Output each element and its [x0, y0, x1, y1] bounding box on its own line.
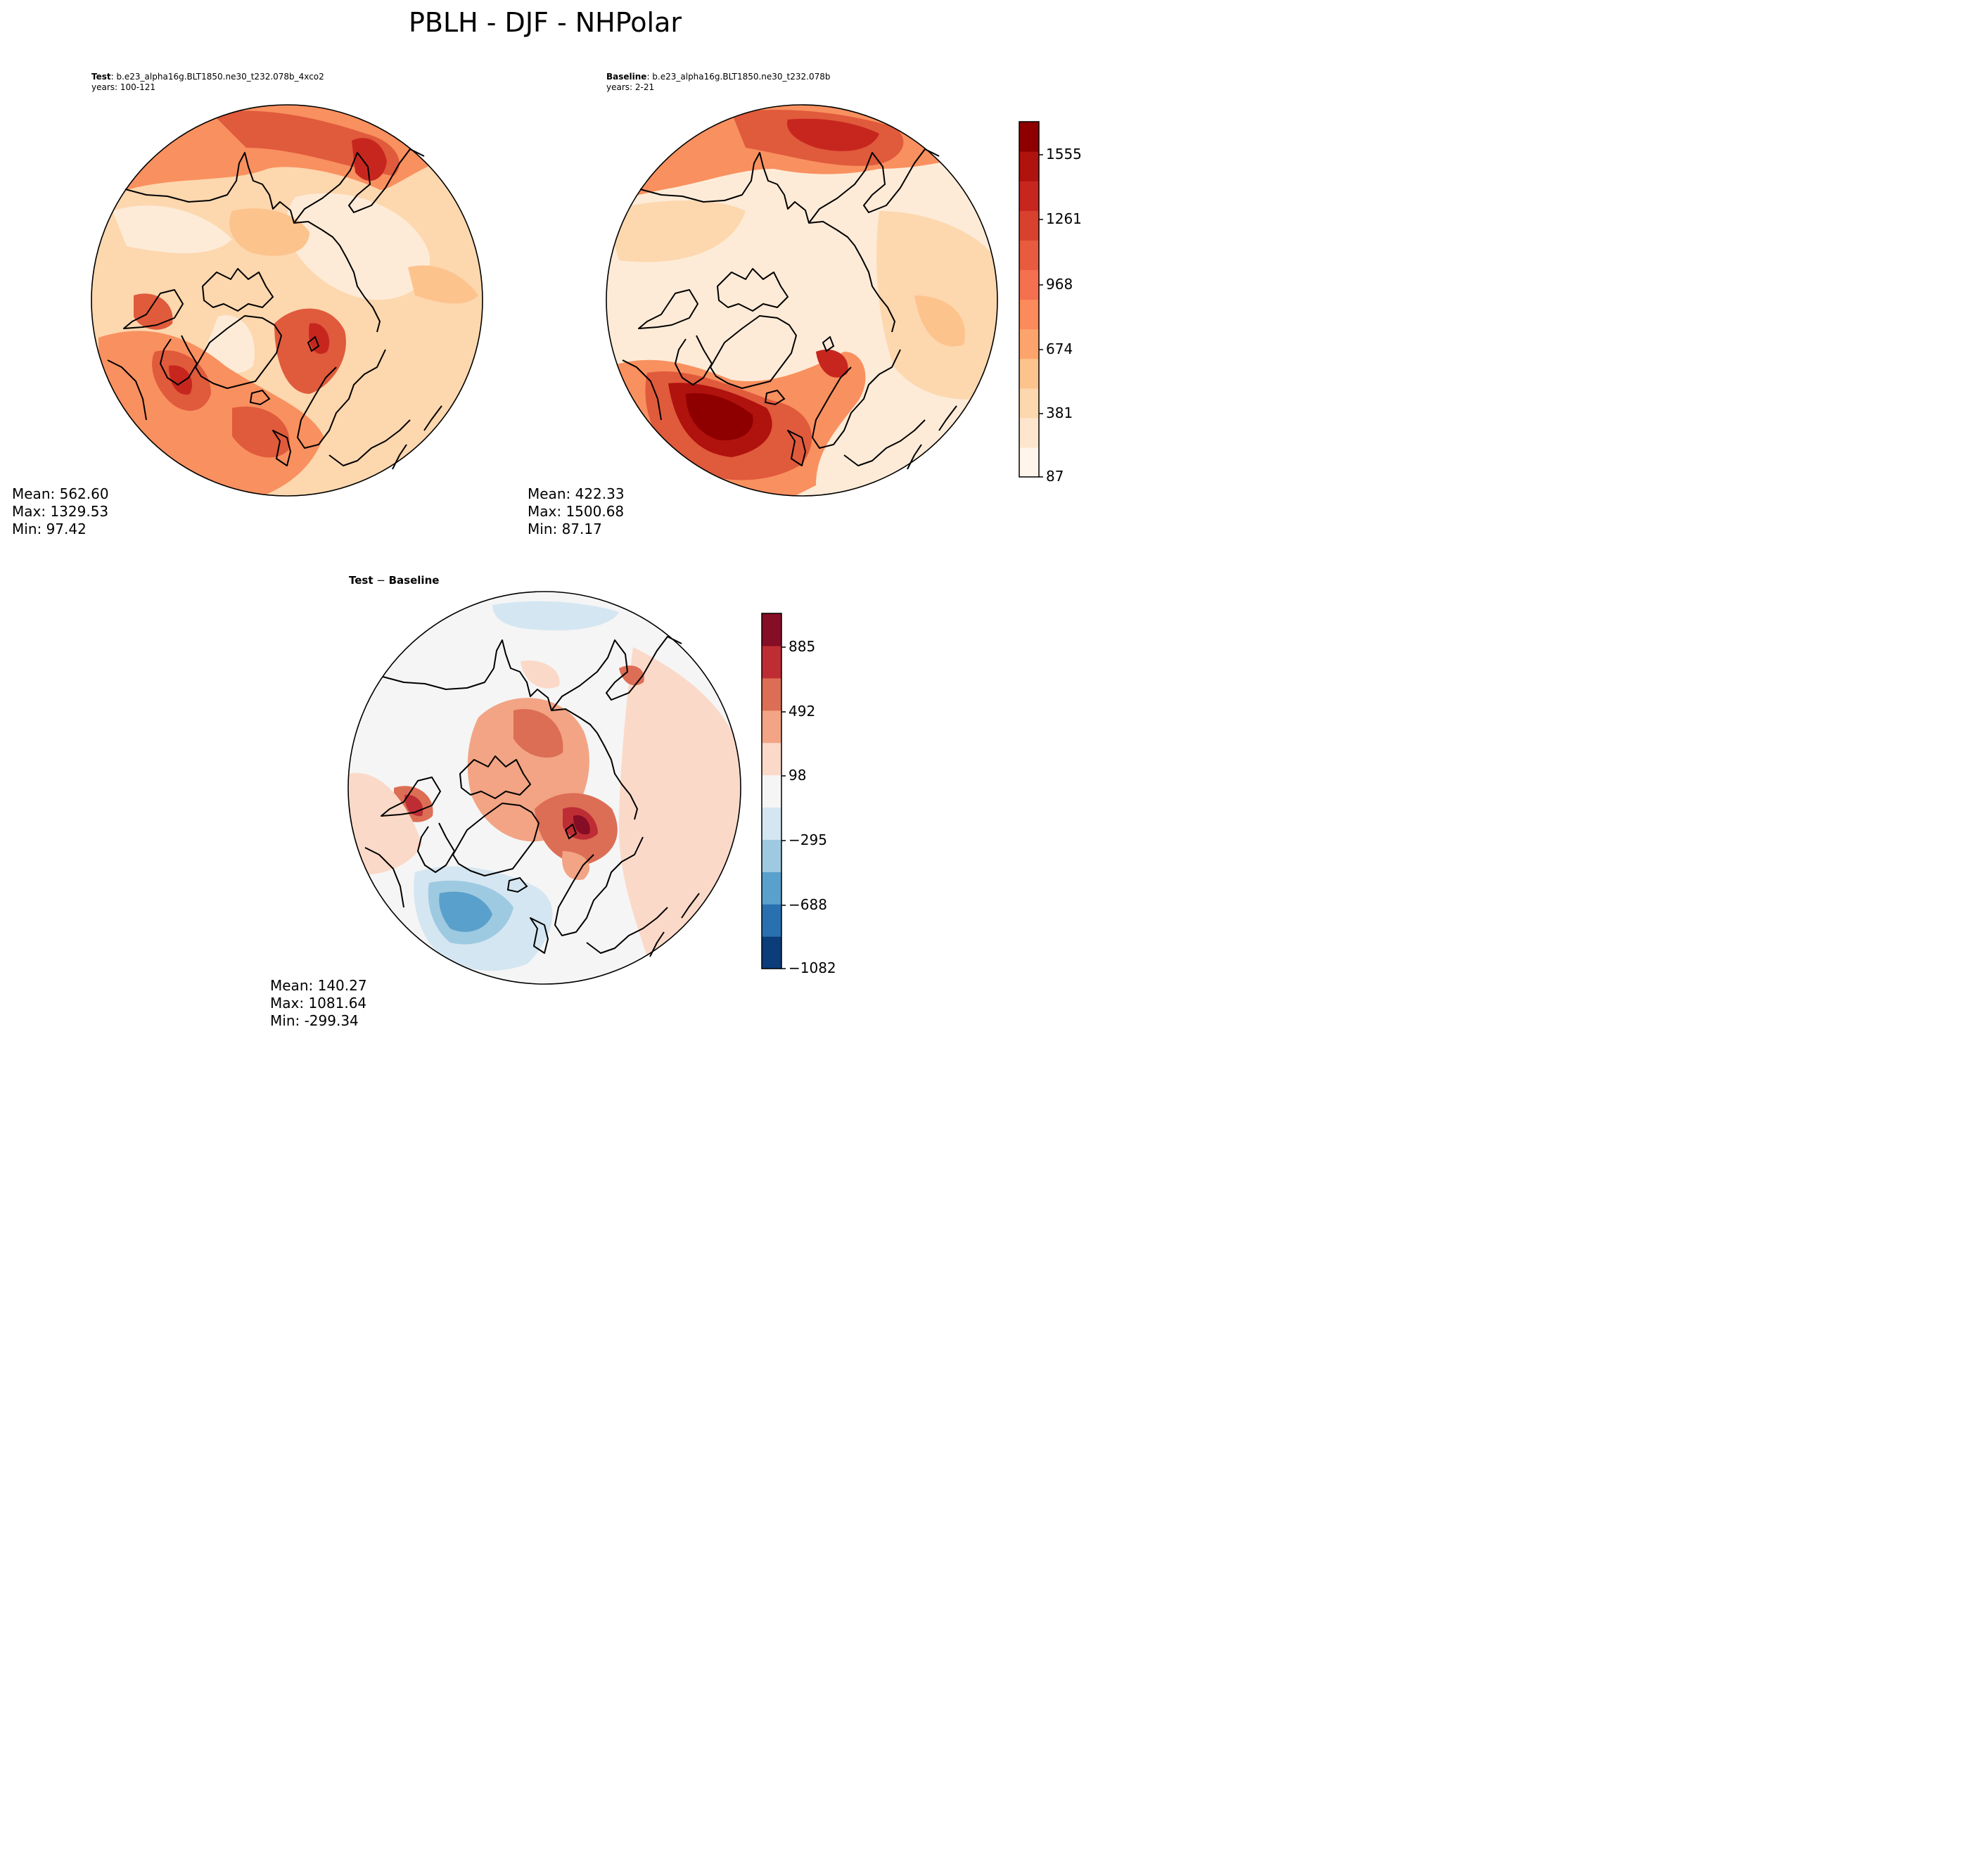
baseline-mean: Mean: 422.33 [528, 485, 625, 502]
colorbar-difference-tick-label: 98 [789, 767, 807, 784]
test-mean: Mean: 562.60 [12, 485, 109, 502]
test-case-name: : b.e23_alpha16g.BLT1850.ne30_t232.078b_… [110, 72, 324, 82]
colorbar-difference-swatch [762, 677, 781, 711]
baseline-min: Min: 87.17 [528, 521, 602, 537]
diff-map [347, 591, 741, 985]
colorbar-absolute-tick-label: 381 [1046, 404, 1073, 421]
diff-map-boundary [347, 591, 741, 985]
diff-min: Min: -299.34 [270, 1012, 359, 1029]
colorbar-difference-swatch [762, 904, 781, 937]
test-max: Max: 1329.53 [12, 503, 109, 520]
colorbar-difference-border [761, 613, 782, 969]
colorbar-absolute-swatch [1019, 358, 1039, 389]
colorbar-absolute-border [1019, 121, 1040, 478]
colorbar-difference-swatch [762, 936, 781, 969]
colorbar-difference-tick-label: 492 [789, 703, 816, 720]
figure-title: PBLH - DJF - NHPolar [408, 7, 682, 38]
colorbar-absolute-swatch [1019, 181, 1039, 211]
diff-label-test: Test [349, 574, 374, 587]
test-panel-caption: Test: b.e23_alpha16g.BLT1850.ne30_t232.0… [91, 72, 324, 93]
baseline-case-name: : b.e23_alpha16g.BLT1850.ne30_t232.078b [646, 72, 831, 82]
test-map [91, 104, 483, 497]
diff-max: Max: 1081.64 [270, 995, 367, 1012]
colorbar-absolute-tick-label: 87 [1046, 468, 1064, 485]
colorbar-absolute-swatch [1019, 122, 1039, 152]
colorbar-absolute-tick-label: 968 [1046, 276, 1073, 293]
colorbar-difference-swatch [762, 807, 781, 840]
colorbar-difference-swatch [762, 774, 781, 808]
colorbar-absolute-swatch [1019, 210, 1039, 241]
colorbar-absolute-tick-label: 1555 [1046, 146, 1082, 162]
colorbar-difference-tick-label: 885 [789, 638, 816, 655]
diff-mean: Mean: 140.27 [270, 977, 367, 994]
colorbar-absolute [1019, 121, 1043, 478]
colorbar-difference-swatch [762, 872, 781, 905]
baseline-max: Max: 1500.68 [528, 503, 625, 520]
colorbar-difference-swatch [762, 645, 781, 679]
colorbar-absolute-tick-label: 1261 [1046, 210, 1082, 227]
test-label: Test [91, 72, 111, 82]
diff-label-baseline: Baseline [388, 574, 440, 587]
baseline-panel-caption: Baseline: b.e23_alpha16g.BLT1850.ne30_t2… [606, 72, 831, 93]
test-map-boundary [91, 104, 483, 497]
colorbar-absolute-swatch [1019, 299, 1039, 330]
baseline-years: years: 2-21 [606, 82, 655, 92]
baseline-stats: Mean: 422.33 Max: 1500.68 Min: 87.17 [528, 485, 625, 538]
colorbar-absolute-swatch [1019, 151, 1039, 181]
test-min: Min: 97.42 [12, 521, 87, 537]
colorbar-absolute-tick-label: 674 [1046, 340, 1073, 357]
colorbar-difference-tick-label: −1082 [789, 959, 836, 976]
colorbar-absolute-swatch [1019, 240, 1039, 271]
colorbar-difference [761, 613, 786, 969]
baseline-map-boundary [606, 104, 998, 497]
diff-panel-caption: Test − Baseline [349, 574, 439, 587]
colorbar-absolute-swatch [1019, 447, 1039, 478]
diff-stats: Mean: 140.27 Max: 1081.64 Min: -299.34 [270, 977, 367, 1030]
colorbar-difference-swatch [762, 613, 781, 646]
test-stats: Mean: 562.60 Max: 1329.53 Min: 97.42 [12, 485, 109, 538]
colorbar-difference-swatch [762, 742, 781, 776]
colorbar-difference-swatch [762, 710, 781, 744]
colorbar-absolute-swatch [1019, 417, 1039, 448]
diff-label-sep: − [373, 574, 389, 587]
baseline-label: Baseline [606, 72, 647, 82]
colorbar-absolute-swatch [1019, 269, 1039, 300]
colorbar-difference-tick-label: −295 [789, 831, 827, 848]
colorbar-difference-tick-label: −688 [789, 896, 827, 913]
colorbar-absolute-swatch [1019, 328, 1039, 359]
test-years: years: 100-121 [91, 82, 156, 92]
colorbar-difference-swatch [762, 839, 781, 872]
colorbar-absolute-swatch [1019, 388, 1039, 419]
baseline-map [606, 104, 998, 497]
